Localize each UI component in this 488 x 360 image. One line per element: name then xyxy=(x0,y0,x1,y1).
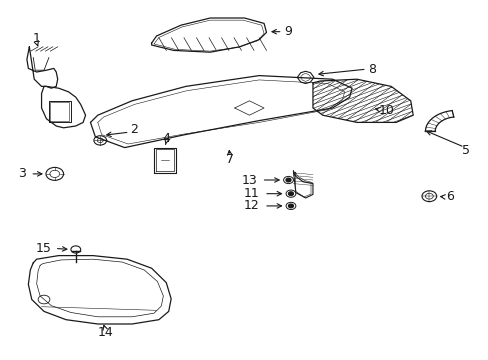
Circle shape xyxy=(288,204,293,208)
Text: 7: 7 xyxy=(225,153,233,166)
Text: 10: 10 xyxy=(378,104,393,117)
Text: 9: 9 xyxy=(284,25,292,38)
Text: 13: 13 xyxy=(241,174,257,186)
Text: 2: 2 xyxy=(130,123,138,136)
Text: 15: 15 xyxy=(36,242,52,255)
Text: 3: 3 xyxy=(18,167,26,180)
Text: 12: 12 xyxy=(244,199,259,212)
Text: 5: 5 xyxy=(461,144,468,157)
Text: 8: 8 xyxy=(368,63,376,76)
Circle shape xyxy=(288,192,293,195)
Text: 6: 6 xyxy=(445,190,453,203)
Circle shape xyxy=(285,178,290,182)
Text: 1: 1 xyxy=(33,32,41,45)
Text: 4: 4 xyxy=(162,132,170,145)
Text: 14: 14 xyxy=(97,327,113,339)
Text: 11: 11 xyxy=(244,187,259,200)
